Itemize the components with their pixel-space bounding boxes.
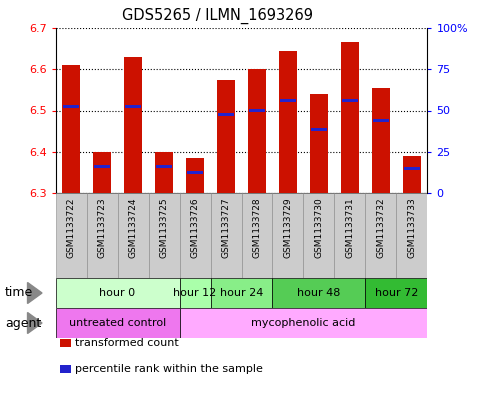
Polygon shape: [28, 312, 42, 334]
Text: percentile rank within the sample: percentile rank within the sample: [75, 364, 263, 374]
Bar: [280, 99, 296, 102]
Text: hour 0: hour 0: [99, 288, 136, 298]
Bar: [217, 79, 235, 193]
Bar: [272, 193, 303, 278]
Text: time: time: [5, 286, 33, 299]
Bar: [62, 65, 80, 193]
Text: GSM1133730: GSM1133730: [314, 197, 324, 258]
Text: transformed count: transformed count: [75, 338, 179, 348]
Text: GSM1133733: GSM1133733: [408, 197, 416, 258]
Bar: [117, 193, 149, 278]
Text: GSM1133723: GSM1133723: [98, 197, 107, 258]
Bar: [180, 278, 211, 308]
Text: hour 48: hour 48: [298, 288, 341, 298]
Bar: [342, 99, 358, 102]
Text: GSM1133725: GSM1133725: [159, 197, 169, 258]
Bar: [311, 128, 327, 130]
Text: hour 12: hour 12: [173, 288, 217, 298]
Bar: [94, 165, 110, 168]
Text: GSM1133728: GSM1133728: [253, 197, 261, 258]
Polygon shape: [28, 283, 42, 303]
Bar: [124, 57, 142, 193]
Bar: [397, 193, 427, 278]
Bar: [249, 109, 265, 112]
Bar: [334, 193, 366, 278]
Bar: [187, 171, 203, 174]
Bar: [180, 308, 427, 338]
Bar: [63, 105, 79, 108]
Text: mycophenolic acid: mycophenolic acid: [251, 318, 355, 328]
Bar: [373, 119, 389, 122]
Bar: [303, 193, 334, 278]
Bar: [403, 156, 421, 193]
Text: GDS5265 / ILMN_1693269: GDS5265 / ILMN_1693269: [122, 8, 313, 24]
Text: GSM1133729: GSM1133729: [284, 197, 293, 258]
Text: agent: agent: [5, 316, 41, 329]
Bar: [372, 88, 390, 193]
Bar: [56, 278, 180, 308]
Bar: [310, 94, 328, 193]
Bar: [56, 308, 180, 338]
Bar: [125, 105, 141, 108]
Text: GSM1133731: GSM1133731: [345, 197, 355, 258]
Text: untreated control: untreated control: [69, 318, 166, 328]
Bar: [279, 51, 297, 193]
Bar: [149, 193, 180, 278]
Bar: [341, 42, 359, 193]
Text: GSM1133722: GSM1133722: [67, 197, 75, 258]
Bar: [211, 193, 242, 278]
Bar: [272, 278, 366, 308]
Bar: [186, 158, 204, 193]
Text: GSM1133732: GSM1133732: [376, 197, 385, 258]
Bar: [366, 193, 397, 278]
Bar: [366, 278, 427, 308]
Bar: [404, 167, 420, 170]
Text: GSM1133727: GSM1133727: [222, 197, 230, 258]
Bar: [86, 193, 117, 278]
Bar: [248, 69, 266, 193]
Text: GSM1133726: GSM1133726: [190, 197, 199, 258]
Text: hour 24: hour 24: [220, 288, 263, 298]
Bar: [156, 165, 172, 168]
Bar: [180, 193, 211, 278]
Text: hour 72: hour 72: [375, 288, 418, 298]
Bar: [93, 152, 112, 193]
Bar: [218, 113, 234, 116]
Bar: [211, 278, 272, 308]
Bar: [155, 152, 173, 193]
Text: GSM1133724: GSM1133724: [128, 197, 138, 258]
Bar: [56, 193, 86, 278]
Bar: [242, 193, 272, 278]
